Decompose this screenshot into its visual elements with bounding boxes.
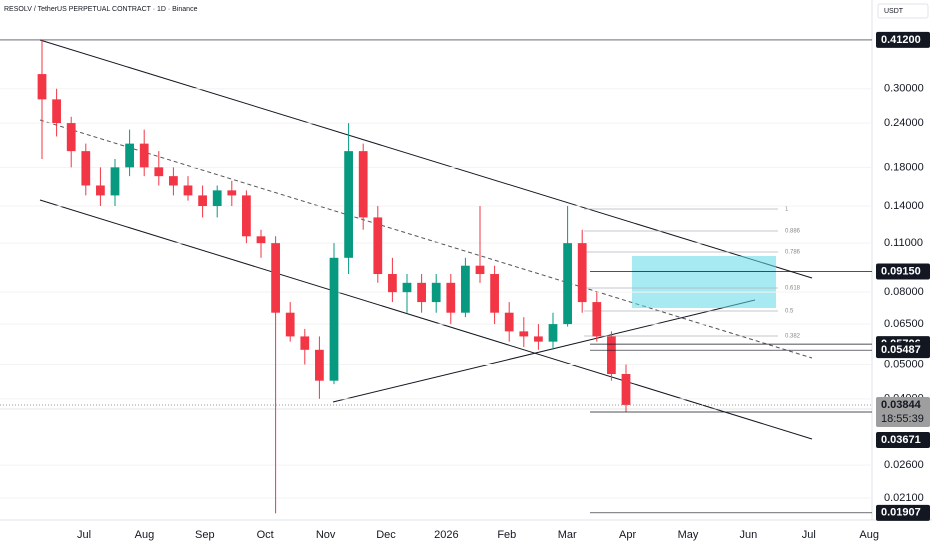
price-tag: 0.01907 [881,507,921,519]
price-tag-box [876,263,930,280]
fib-label: 1 [785,207,789,213]
candle-body [154,167,164,177]
candle-body [227,190,237,196]
last-price: 0.03844 [881,399,922,411]
price-tag-box [876,432,930,448]
x-tick-label: Dec [376,529,396,541]
y-tick-label: 0.02600 [884,459,924,471]
y-tick-label: 0.30000 [884,83,924,95]
candle-body [285,312,295,337]
candle-body [534,336,543,342]
x-tick-label: Aug [859,529,879,541]
candle-body [37,74,47,100]
x-tick-label: Nov [316,529,336,541]
price-tag-box [876,342,930,359]
candle-body [592,302,602,337]
candle-body [315,349,324,381]
candle-body [110,167,120,196]
candle-body [66,123,76,152]
candle-body [373,217,383,275]
price-tag: 0.05487 [881,344,921,356]
fib-label: 0.5 [785,309,794,315]
y-tick-label: 0.02100 [884,492,924,504]
candle-body [519,331,529,337]
candle-body [446,282,456,313]
candle-body [242,195,251,237]
channel-top [39,39,813,279]
price-tag: 0.09150 [881,265,921,277]
candle-body [388,274,397,293]
y-tick-label: 0.14000 [884,200,924,212]
candle-body [183,185,193,196]
currency[interactable]: USDT [884,8,904,15]
trend-line [332,299,756,403]
candle-body [344,151,353,258]
candle-body [417,282,426,303]
fib-label: 0.886 [785,229,801,235]
candle-body [256,236,266,244]
candle-body [431,282,441,303]
candle-body [402,282,412,293]
chart-title: RESOLV / TetherUS PERPETUAL CONTRACT · 1… [4,6,198,13]
x-tick-label: Feb [497,529,516,541]
candle-body [212,190,222,207]
y-tick-label: 0.06500 [884,318,924,330]
y-tick-label: 0.11000 [884,237,923,249]
x-tick-label: Mar [558,529,577,541]
x-tick-label: 2026 [434,529,458,541]
x-tick-label: Aug [135,529,155,541]
candle-body [475,265,485,275]
y-tick-label: 0.08000 [884,286,924,298]
candle-body [81,151,91,186]
candle-body [329,257,339,381]
y-tick-label: 0.05000 [884,358,924,370]
candle-body [548,324,558,342]
candle-body [169,176,178,186]
price-tag: 0.03671 [881,434,921,446]
price-tag-box [876,31,930,48]
x-tick-label: Apr [619,529,636,541]
price-tag: 0.41200 [881,34,921,46]
candle-body [125,143,134,168]
candle-body [139,143,149,168]
candle-body [607,336,616,374]
candle-body [52,99,61,124]
candle-body [198,195,207,207]
x-tick-label: Jun [740,529,758,541]
candle-body [358,151,368,218]
fib-label: 0.618 [785,286,801,292]
candle-body [96,185,105,196]
zone-rect [632,256,776,308]
y-tick-label: 0.18000 [884,161,924,173]
fib-label: 0.786 [785,250,801,256]
last-price-box [876,396,930,427]
candle-body [271,243,280,313]
candle-body [300,336,310,350]
x-tick-label: May [678,529,699,541]
candle-body [621,373,631,405]
x-tick-label: Jul [77,529,91,541]
x-tick-label: Sep [195,529,215,541]
fib-label: 0.382 [785,334,801,340]
currency-box[interactable] [877,3,929,19]
y-tick-label: 0.24000 [884,117,924,129]
countdown: 18:55:39 [881,413,924,425]
candle-body [461,265,470,313]
x-tick-label: Jul [802,529,816,541]
price-tag-box [876,504,930,521]
candle-body [577,243,587,303]
fib-retracement: 1 0.886 0.786 0.618 0.5 0.382 [584,207,801,340]
channel-mid [39,119,813,359]
candle-body [504,312,514,332]
x-tick-label: Oct [257,529,274,541]
candle-body [563,243,572,325]
candle-body [490,274,499,313]
